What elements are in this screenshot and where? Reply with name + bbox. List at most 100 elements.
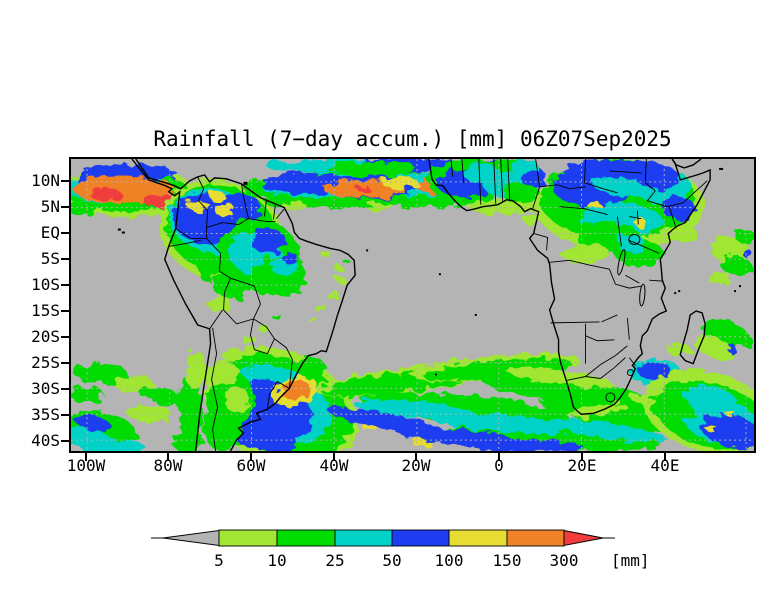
basemap-geography xyxy=(117,159,742,451)
rain-cell xyxy=(637,361,672,380)
rain-cell xyxy=(423,358,573,381)
lake-victoria xyxy=(628,233,641,245)
border-lesotho xyxy=(605,392,616,403)
colorbar-unit-label: [mm] xyxy=(611,551,650,570)
colorbar-label: 50 xyxy=(382,551,401,570)
x-axis-tick xyxy=(415,453,417,461)
rain-cell xyxy=(270,312,281,319)
x-axis-tick-label: 40W xyxy=(319,456,349,475)
y-axis-tick-label: 10N xyxy=(31,171,60,190)
rain-cell xyxy=(743,250,754,259)
x-axis-tick-label: 0 xyxy=(494,456,504,475)
x-axis-tick xyxy=(581,453,583,461)
y-axis-tick xyxy=(61,388,69,390)
x-axis-tick-label: 20E xyxy=(567,456,597,475)
x-axis-tick xyxy=(333,453,335,461)
y-axis-tick xyxy=(61,336,69,338)
y-axis-tick xyxy=(61,206,69,208)
colorbar-arrow-left xyxy=(162,529,220,547)
colorbar-segment xyxy=(334,529,393,547)
x-axis-tick-label: 60W xyxy=(236,456,266,475)
x-axis-tick xyxy=(85,453,87,461)
y-axis-tick xyxy=(61,284,69,286)
rain-cell xyxy=(693,335,736,360)
x-axis-tick xyxy=(250,453,252,461)
x-axis-tick xyxy=(664,453,666,461)
rain-cell xyxy=(705,425,718,432)
y-axis-tick-label: 5S xyxy=(40,249,60,268)
rain-cell xyxy=(325,161,415,174)
coastline-madagascar xyxy=(679,310,706,365)
rain-cell xyxy=(74,363,127,384)
rain-cell xyxy=(395,426,515,446)
rain-cell xyxy=(112,375,153,392)
y-axis-tick xyxy=(61,232,69,234)
rain-cell xyxy=(282,252,299,265)
coastline-africa xyxy=(428,159,711,415)
rain-cell xyxy=(73,414,113,432)
rain-cell xyxy=(608,392,629,403)
rain-cell xyxy=(560,159,671,178)
rain-cell xyxy=(466,199,539,214)
colorbar-segment xyxy=(506,529,565,547)
rain-cell xyxy=(315,304,327,312)
y-axis-tick-label: 15S xyxy=(31,301,60,320)
x-axis-tick-label: 40E xyxy=(650,456,680,475)
rain-cell xyxy=(707,272,732,285)
coastline-yemen xyxy=(671,159,702,169)
rain-cell xyxy=(725,410,736,417)
rain-cell xyxy=(362,425,379,432)
x-axis-tick xyxy=(167,453,169,461)
colorbar-segment xyxy=(391,529,450,547)
rain-cell xyxy=(327,291,339,299)
rainfall-field xyxy=(71,159,754,451)
y-axis-tick-label: 35S xyxy=(31,405,60,424)
colorbar-label: 25 xyxy=(325,551,344,570)
rain-cell xyxy=(146,181,175,196)
rain-cell xyxy=(681,385,737,410)
y-axis-tick xyxy=(61,362,69,364)
rain-cell xyxy=(319,250,333,259)
rain-cell xyxy=(412,440,432,447)
x-axis-tick-label: 100W xyxy=(66,456,106,475)
rain-cell xyxy=(328,407,437,433)
y-axis-tick-label: 25S xyxy=(31,353,60,372)
y-axis-tick-label: 30S xyxy=(31,379,60,398)
rain-cell xyxy=(509,159,540,174)
x-axis-tick-label: 80W xyxy=(153,456,183,475)
rain-cell xyxy=(240,336,257,343)
rain-cell xyxy=(281,381,310,400)
map-svg xyxy=(71,159,754,451)
rain-cell xyxy=(558,244,611,263)
colorbar-label: 300 xyxy=(550,551,579,570)
x-axis-tick-label: 20W xyxy=(401,456,431,475)
rain-cell xyxy=(88,187,121,200)
rain-cell xyxy=(663,196,696,221)
rain-cell xyxy=(505,367,614,388)
rain-cell xyxy=(721,256,753,277)
y-axis-tick-label: 20S xyxy=(31,327,60,346)
rain-cell xyxy=(382,175,418,190)
colorbar-label: 10 xyxy=(267,551,286,570)
y-axis-tick xyxy=(61,414,69,416)
colorbar-arrow-right xyxy=(563,529,604,547)
colorbar-segment xyxy=(276,529,336,547)
rain-cell xyxy=(209,191,226,202)
latlon-gridlines xyxy=(71,159,754,451)
y-axis-tick xyxy=(61,310,69,312)
rain-cell xyxy=(543,418,666,442)
rain-cell xyxy=(336,277,347,284)
colorbar-segment xyxy=(448,529,508,547)
rain-cell xyxy=(178,375,203,444)
colorbar-segment xyxy=(218,529,278,547)
rain-cell xyxy=(667,343,692,356)
y-axis-tick-label: 5N xyxy=(40,197,60,216)
rain-cell xyxy=(204,362,241,385)
rain-cell xyxy=(294,357,327,378)
rain-cell xyxy=(634,218,647,227)
rain-cell xyxy=(370,196,470,207)
rain-cell xyxy=(71,202,99,215)
rain-cell xyxy=(366,202,395,211)
rain-cell xyxy=(308,316,319,323)
rain-cell xyxy=(185,349,206,390)
